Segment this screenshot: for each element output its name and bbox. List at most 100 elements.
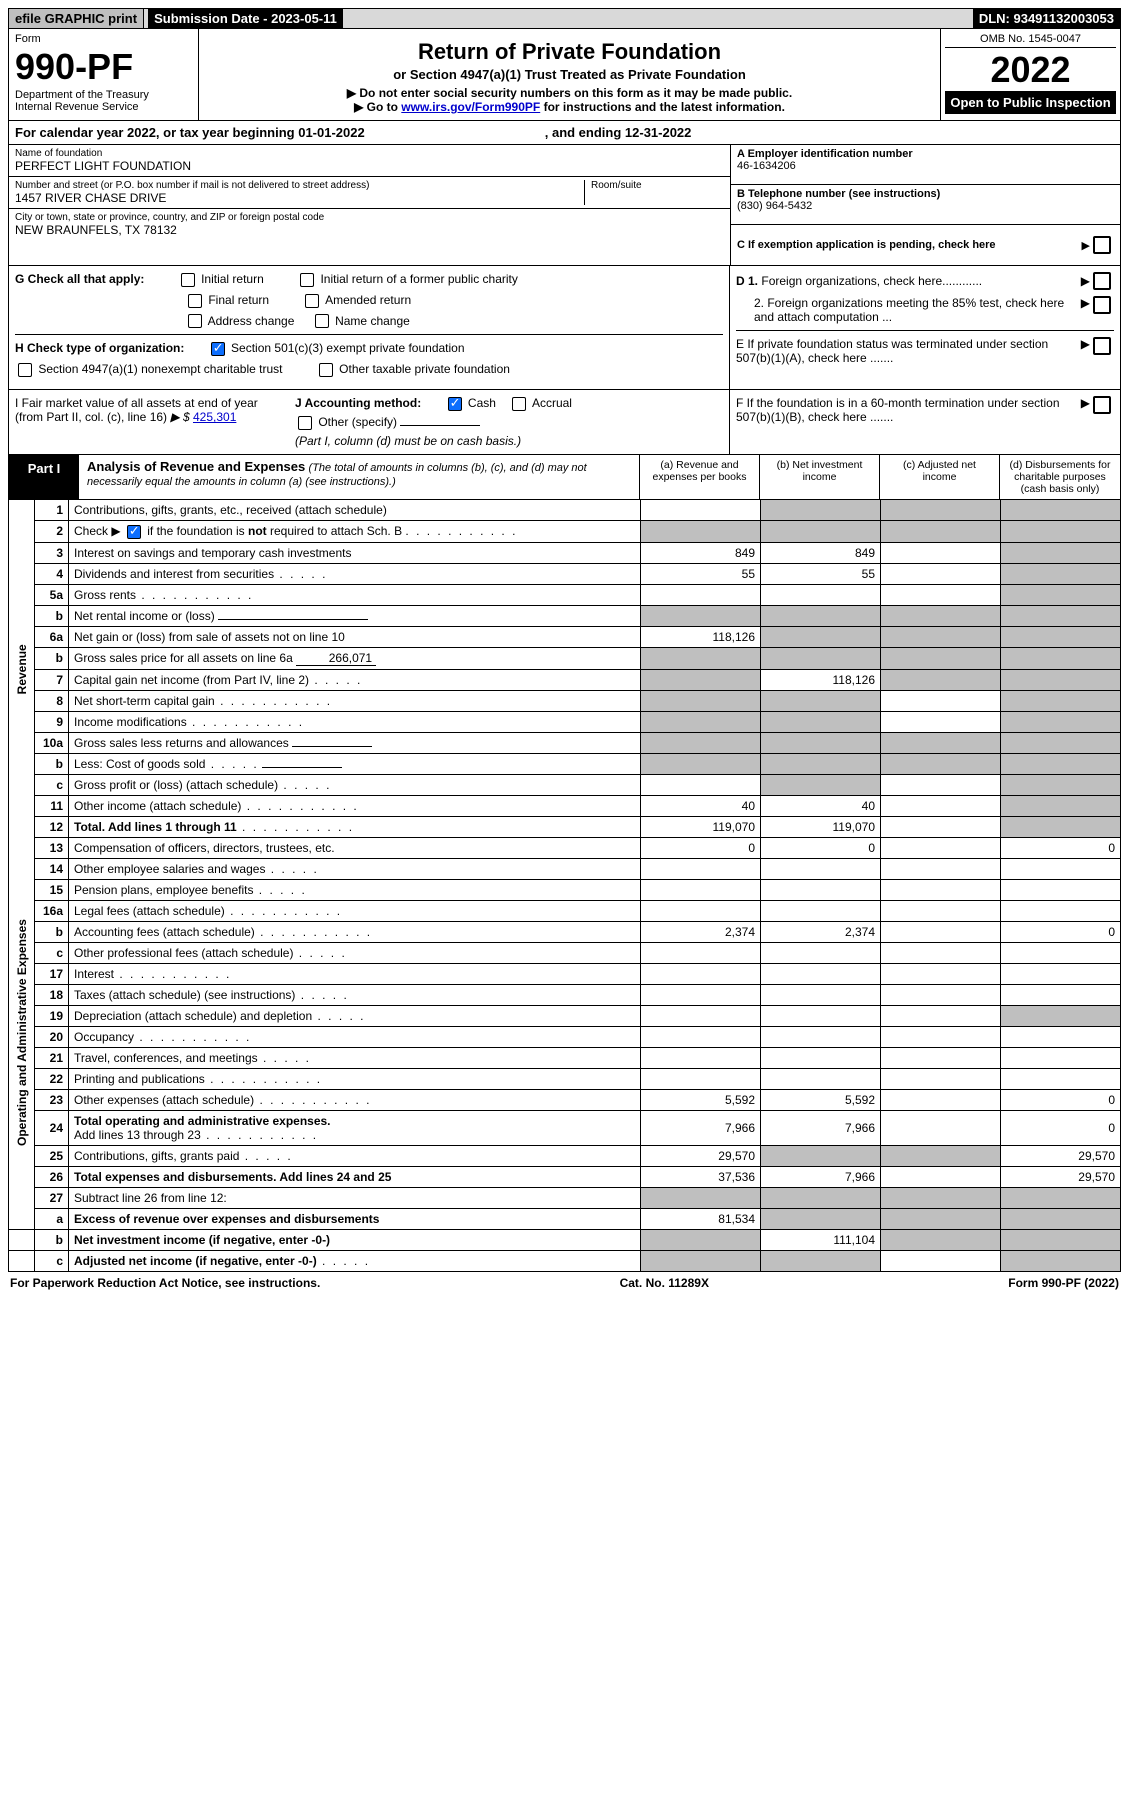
amt-a: 7,966 [641, 1110, 761, 1145]
line-num: b [35, 647, 69, 669]
line-desc: Gross rents [69, 584, 641, 605]
line-num: 2 [35, 520, 69, 542]
address-block: Name of foundation PERFECT LIGHT FOUNDAT… [8, 145, 1121, 266]
line-num: 18 [35, 984, 69, 1005]
line-desc: Pension plans, employee benefits [69, 879, 641, 900]
amt-c [881, 584, 1001, 605]
line-desc: Travel, conferences, and meetings [69, 1047, 641, 1068]
d1-row: D 1. D 1. Foreign organizations, check h… [736, 272, 1114, 290]
l10a-input[interactable] [292, 746, 372, 747]
amt-c [881, 1166, 1001, 1187]
amt-d [1001, 1026, 1121, 1047]
l10b-input[interactable] [262, 767, 342, 768]
j-other-input[interactable] [400, 425, 480, 426]
j-other-checkbox[interactable] [298, 416, 312, 430]
amt-b: 2,374 [761, 921, 881, 942]
l5b-desc: Net rental income or (loss) [74, 609, 215, 623]
line-desc: Other income (attach schedule) [69, 795, 641, 816]
dots-icon [187, 715, 304, 729]
amt-d [1001, 647, 1121, 669]
g-final-checkbox[interactable] [188, 294, 202, 308]
form-link[interactable]: www.irs.gov/Form990PF [401, 100, 540, 114]
g-name-label: Name change [335, 314, 410, 328]
line-num: 20 [35, 1026, 69, 1047]
j-cash-checkbox[interactable] [448, 397, 462, 411]
dept-treasury: Department of the Treasury [15, 89, 192, 101]
table-row: a Excess of revenue over expenses and di… [9, 1208, 1121, 1229]
h-other-checkbox[interactable] [319, 363, 333, 377]
e-checkbox[interactable] [1093, 337, 1111, 355]
header-left: Form 990-PF Department of the Treasury I… [9, 29, 199, 120]
g-amended-checkbox[interactable] [305, 294, 319, 308]
amt-c [881, 732, 1001, 753]
page-footer: For Paperwork Reduction Act Notice, see … [8, 1272, 1121, 1294]
amt-b [761, 1005, 881, 1026]
l10a-desc: Gross sales less returns and allowances [74, 736, 289, 750]
h-4947-checkbox[interactable] [18, 363, 32, 377]
amt-d [1001, 984, 1121, 1005]
g-initial-checkbox[interactable] [181, 273, 195, 287]
l2-pre: Check ▶ [74, 524, 121, 538]
amt-c [881, 1187, 1001, 1208]
line-num: 8 [35, 690, 69, 711]
f-checkbox[interactable] [1093, 396, 1111, 414]
amt-a [641, 584, 761, 605]
dots-icon [205, 757, 258, 771]
table-row: 12 Total. Add lines 1 through 11 119,070… [9, 816, 1121, 837]
g-row-3: Address change Name change [15, 314, 723, 329]
ij-right: F If the foundation is in a 60-month ter… [730, 390, 1120, 454]
line-desc: Less: Cost of goods sold [69, 753, 641, 774]
d2-checkbox[interactable] [1093, 296, 1111, 314]
amt-a: 40 [641, 795, 761, 816]
table-row: 15 Pension plans, employee benefits [9, 879, 1121, 900]
amt-b [761, 626, 881, 647]
l24-desc: Total operating and administrative expen… [74, 1114, 331, 1128]
amt-b [761, 1250, 881, 1271]
amt-b [761, 1068, 881, 1089]
amt-a [641, 879, 761, 900]
ij-block: I Fair market value of all assets at end… [8, 390, 1121, 455]
line-num: 15 [35, 879, 69, 900]
dln-label: DLN: 93491132003053 [973, 9, 1120, 28]
l20-desc: Occupancy [74, 1030, 134, 1044]
amt-d: 29,570 [1001, 1145, 1121, 1166]
table-row: c Adjusted net income (if negative, ente… [9, 1250, 1121, 1271]
d1-checkbox[interactable] [1093, 272, 1111, 290]
amt-c [881, 879, 1001, 900]
line-num: 6a [35, 626, 69, 647]
l5b-input[interactable] [218, 619, 368, 620]
city-label: City or town, state or province, country… [15, 212, 724, 223]
amt-c [881, 563, 1001, 584]
amt-a [641, 732, 761, 753]
amt-a: 119,070 [641, 816, 761, 837]
line-desc: Gross profit or (loss) (attach schedule) [69, 774, 641, 795]
efile-label: efile GRAPHIC print [9, 9, 144, 28]
arrow-icon [1081, 337, 1090, 351]
amt-c [881, 900, 1001, 921]
amt-c [881, 605, 1001, 626]
amt-b [761, 520, 881, 542]
amt-b: 849 [761, 542, 881, 563]
amt-a [641, 1250, 761, 1271]
dots-icon [114, 967, 231, 981]
g-name-checkbox[interactable] [315, 314, 329, 328]
j-accrual-checkbox[interactable] [512, 397, 526, 411]
l15-desc: Pension plans, employee benefits [74, 883, 253, 897]
line-num: 17 [35, 963, 69, 984]
amt-c [881, 942, 1001, 963]
line-num: 26 [35, 1166, 69, 1187]
line-num: b [35, 1229, 69, 1250]
g-initial-former-checkbox[interactable] [300, 273, 314, 287]
h-501c3-checkbox[interactable] [211, 342, 225, 356]
amt-d [1001, 520, 1121, 542]
table-row: 16a Legal fees (attach schedule) [9, 900, 1121, 921]
line-num: c [35, 942, 69, 963]
amt-c [881, 711, 1001, 732]
col-d-head: (d) Disbursements for charitable purpose… [1000, 455, 1120, 499]
g-address-checkbox[interactable] [188, 314, 202, 328]
l2-checkbox[interactable] [127, 525, 141, 539]
c-checkbox[interactable] [1093, 236, 1111, 254]
amt-c [881, 626, 1001, 647]
phone-label: B Telephone number (see instructions) [737, 188, 1114, 200]
amt-c [881, 1110, 1001, 1145]
